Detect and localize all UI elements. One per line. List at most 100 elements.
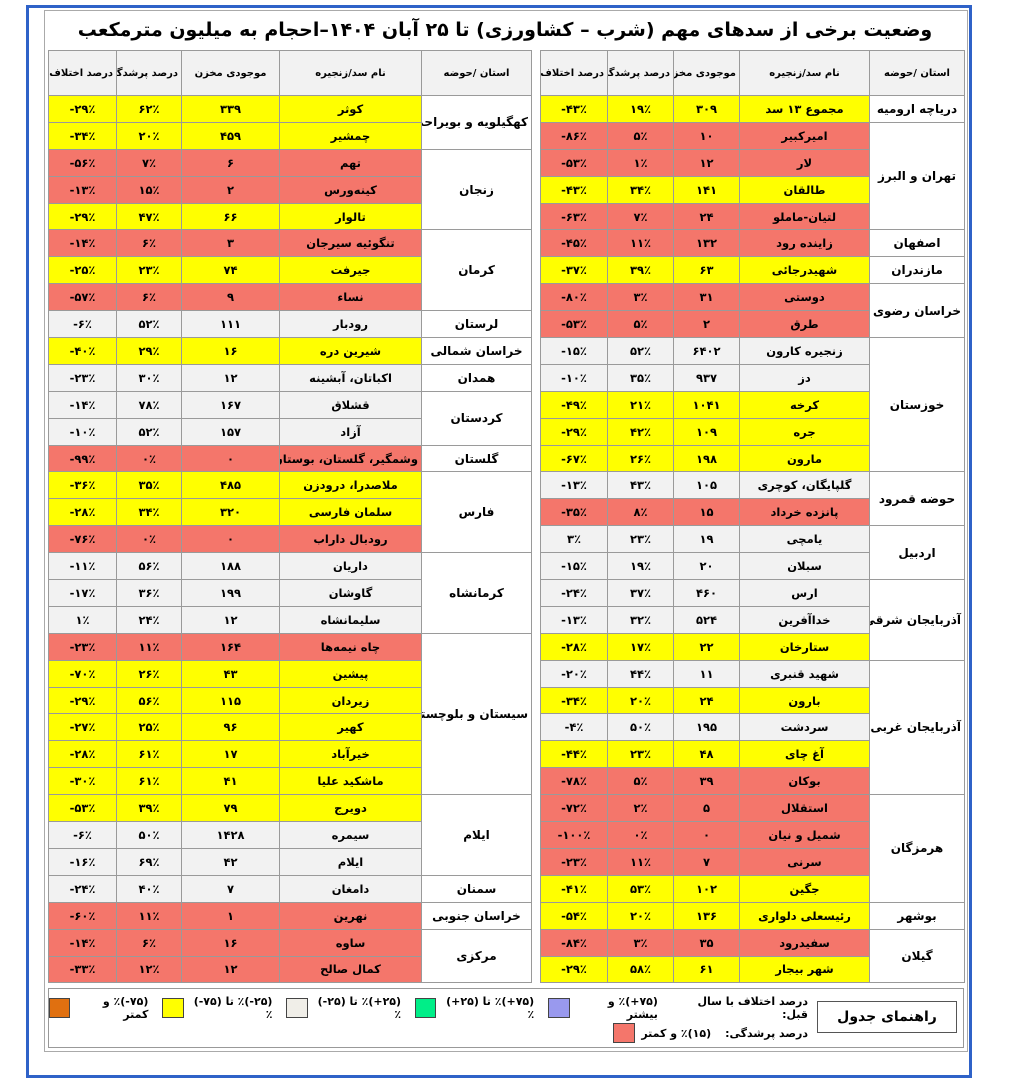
diff-percent: -۱۷٪ [48,579,117,607]
fill-percent: ۳۲٪ [607,605,674,634]
diff-percent: -۵۶٪ [48,148,117,177]
dam-name: بارون [739,686,870,715]
storage: ۱۱۵ [181,686,280,715]
fill-percent: ۶۱٪ [116,767,182,796]
dam-name: رودبال داراب [279,525,422,554]
storage: ۱۰۵ [673,471,740,500]
dam-row: آذربایجان شرقی ارس ۴۶۰ ۳۷٪ -۲۴٪ [540,579,965,661]
legend-swatch [415,998,437,1018]
storage: ۴۶۰ [673,579,740,607]
diff-percent: -۱۵٪ [540,337,608,365]
dam-name: کمال صالح [279,955,422,984]
storage: ۲۲ [673,632,740,661]
dam-name: شمیل و نیان [739,821,870,849]
header-cell: درصد پرشدگی [116,50,182,96]
diff-percent: ۳٪ [540,525,608,554]
fill-percent: ۲۳٪ [607,525,674,554]
province: کرمانشاه [421,552,532,634]
title: وضعیت برخی از سدهای مهم (شرب – کشاورزی) … [77,19,933,41]
dam-name: دویرج [279,794,422,823]
dam-row: ایلام دویرج ۷۹ ۳۹٪ -۵۳٪ [48,794,532,876]
dam-row: خیرآباد ۱۷ ۶۱٪ -۲۸٪ [48,740,532,769]
fill-percent: ۳۴٪ [607,175,674,204]
fill-percent: ۴۴٪ [607,659,674,688]
diff-percent: -۳۴٪ [540,686,608,715]
storage: ۲۴ [673,686,740,715]
province: فارس [421,471,532,554]
dam-name: گلپایگان، کوچری [739,471,870,500]
diff-percent: -۳۶٪ [48,471,117,500]
storage: ۱۲ [181,363,280,392]
diff-percent: -۱۶٪ [48,847,117,876]
dam-row: سردشت ۱۹۵ ۵۰٪ -۴٪ [540,713,965,742]
storage: ۴۸ [673,740,740,769]
province: خراسان شمالی [421,337,532,365]
diff-percent: -۲۹٪ [540,955,608,984]
dam-row: جگین ۱۰۲ ۵۳٪ -۴۱٪ [540,874,965,903]
legend-swatch [548,998,570,1018]
storage: ۱۰۴۱ [673,390,740,419]
dam-row: هرمزگان استقلال ۵ ۲٪ -۷۲٪ [540,794,965,903]
dam-row: خداآفرین ۵۲۴ ۳۲٪ -۱۳٪ [540,605,965,634]
dam-name: تهم [279,148,422,177]
diff-percent: -۲۹٪ [48,686,117,715]
dam-name: جره [739,417,870,446]
storage: ۱۶ [181,928,280,957]
diff-percent: -۱۳٪ [540,605,608,634]
dam-name: نساء [279,283,422,312]
legend-label: (۲۵+)٪ تا (۲۵-)٪ [317,995,402,1021]
dam-row: طالقان ۱۴۱ ۳۴٪ -۴۳٪ [540,175,965,204]
diff-percent: -۵۷٪ [48,283,117,312]
storage: ۱۰۲ [673,874,740,903]
diff-percent: -۶۳٪ [540,202,608,231]
fill-percent: ۵۳٪ [607,874,674,903]
diff-percent: -۶۷٪ [540,444,608,473]
dam-row: طرق ۲ ۵٪ -۵۳٪ [540,310,965,339]
storage: ۲ [181,175,280,204]
dam-row: آغ چای ۴۸ ۲۳٪ -۴۴٪ [540,740,965,769]
dam-row: جیرفت ۷۴ ۲۳٪ -۲۵٪ [48,256,532,285]
legend-swatch [162,998,184,1018]
storage: ۴۸۵ [181,471,280,500]
storage: ۳ [181,229,280,258]
dam-row: لتیان-ماملو ۲۴ ۷٪ -۶۳٪ [540,202,965,231]
dam-row: گیلان سفیدرود ۳۵ ۳٪ -۸۴٪ [540,928,965,984]
storage: ۴۳ [181,659,280,688]
dam-row: ماشکید علیا ۴۱ ۶۱٪ -۳۰٪ [48,767,532,796]
fill-percent: ۴۷٪ [116,202,182,231]
diff-percent: -۲۸٪ [48,498,117,527]
dam-row: سلیمانشاه ۱۲ ۲۴٪ ۱٪ [48,605,532,634]
diff-percent: -۷۸٪ [540,767,608,796]
dam-name: طرق [739,310,870,339]
fill-percent: ۳۵٪ [607,363,674,392]
storage: ۳۹ [673,767,740,796]
diff-percent: -۳۵٪ [540,498,608,527]
fill-percent: ۵۰٪ [116,821,182,849]
dam-name: سیمره [279,821,422,849]
dam-name: مارون [739,444,870,473]
legend-diff-row: درصد اختلاف با سال قبل: (۷۵+)٪ و بیشتر (۷۵… [49,995,808,1021]
dam-row: شهر بیجار ۶۱ ۵۸٪ -۲۹٪ [540,955,965,984]
diff-percent: -۴۹٪ [540,390,608,419]
diff-percent: -۴۰٪ [48,337,117,365]
dam-name: ماشکید علیا [279,767,422,796]
storage: ۱۷ [181,740,280,769]
fill-percent: ۳٪ [607,928,674,957]
dam-name: کرخه [739,390,870,419]
fill-percent: ۱۱٪ [607,229,674,258]
province: کهگیلویه و بویراحمد [421,95,532,150]
dam-name: زاینده رود [739,229,870,258]
province: خراسان رضوی [869,283,965,339]
storage: ۲۴ [673,202,740,231]
fill-percent: ۴۳٪ [607,471,674,500]
storage: ۰ [181,525,280,554]
diff-percent: -۱۴٪ [48,390,117,419]
dam-name: شیرین دره [279,337,422,365]
fill-percent: ۳۹٪ [116,794,182,823]
legend-swatch [613,1023,636,1043]
header-cell: درصد اختلاف با سال قبل [540,50,608,96]
province: لرستان [421,310,532,339]
province: دریاچه ارومیه [869,95,965,123]
province: گیلان [869,928,965,984]
